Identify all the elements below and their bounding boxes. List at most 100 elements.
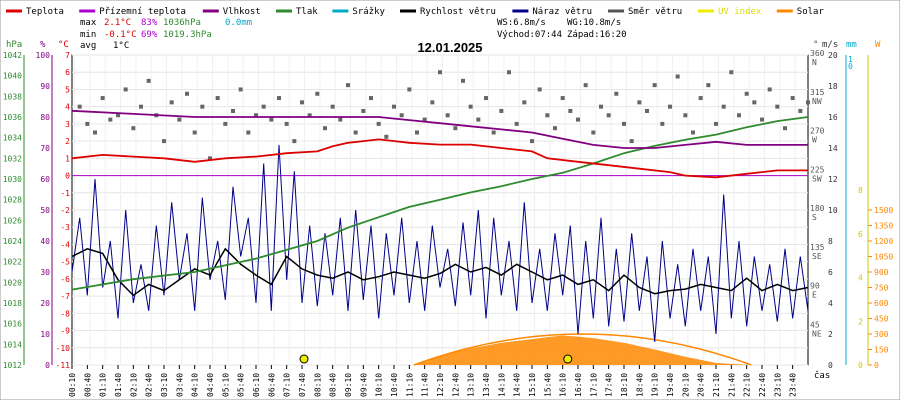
x-tick-label: 06:10 [252, 373, 261, 397]
wind-direction-point [315, 91, 320, 96]
pressure-tick-label: 1026 [3, 216, 22, 225]
wind-tick-label: 6 [828, 268, 833, 277]
uv-tick-label: 2 [858, 317, 863, 326]
direction-compass-label: E [812, 291, 817, 300]
wind-direction-point [269, 117, 274, 122]
x-tick-label: 02:40 [145, 373, 154, 397]
pressure-tick-label: 1028 [3, 196, 22, 205]
direction-compass-label: NW [812, 97, 822, 106]
x-tick-label: 23:10 [773, 373, 782, 397]
wind-direction-point [499, 108, 504, 113]
wind-direction-point [77, 104, 82, 109]
wind-direction-point [430, 100, 435, 105]
uv-tick-label: 0 [858, 361, 863, 370]
wind-direction-point [139, 104, 143, 109]
wind-direction-point [706, 83, 711, 88]
temp-tick-label: 3 [65, 120, 70, 129]
unit-deg: ° [813, 40, 818, 50]
chart-title: 12.01.2025 [417, 40, 482, 55]
wind-tick-label: 16 [828, 113, 838, 122]
stats-min-label: min [80, 30, 96, 40]
wind-direction-point [675, 74, 680, 79]
wind-info: WS:6.8m/s WG:10.8m/s Východ:07:44 Západ:… [497, 18, 627, 40]
wind-direction-point [223, 121, 228, 126]
wind-direction-point [246, 130, 251, 135]
solar-tick-label: 150 [874, 346, 889, 355]
x-tick-label: 13:40 [482, 373, 491, 397]
temp-tick-label: 1 [65, 154, 70, 163]
x-tick-label: 22:40 [758, 373, 767, 397]
stats-block: max 2.1°C 83% 1036hPa 0.0mm min -0.1°C 6… [80, 18, 252, 51]
temp-tick-label: 2 [65, 137, 70, 146]
x-tick-label: 03:10 [160, 373, 169, 397]
x-tick-label: 01:40 [114, 373, 123, 397]
rain-tick-label: 0 [848, 62, 853, 71]
stats-min-hum: 69% [141, 30, 158, 40]
wind-direction-point [146, 78, 151, 83]
direction-tick-label: 360 [810, 49, 825, 58]
wind-direction-point [652, 83, 657, 88]
x-tick-label: 04:10 [191, 373, 200, 397]
pressure-tick-label: 1020 [3, 278, 22, 287]
wind-direction-point [606, 113, 611, 118]
solar-tick-label: 0 [874, 361, 879, 370]
humidity-tick-label: 20 [40, 299, 50, 308]
solar-tick-label: 750 [874, 284, 889, 293]
wind-direction-point [752, 100, 757, 105]
wind-direction-point [744, 91, 749, 96]
grid [71, 54, 809, 366]
sunrise-text: Východ:07:44 [497, 30, 562, 40]
wind-direction-point [783, 126, 787, 131]
wind-direction-point [760, 117, 764, 122]
solar-tick-label: 450 [874, 315, 889, 324]
wind-direction-point [522, 100, 527, 105]
wind-direction-point [369, 96, 373, 101]
unit-temp: °C [58, 40, 69, 50]
solar-tick-label: 1350 [874, 222, 893, 231]
x-tick-label: 05:40 [237, 373, 246, 397]
unit-time: čas [814, 370, 830, 381]
x-tick-label: 09:10 [344, 373, 353, 397]
legend-label: Přízemní teplota [99, 7, 186, 17]
unit-hum: % [40, 40, 46, 50]
legend-label: Rychlost větru [420, 7, 496, 17]
x-tick-label: 19:10 [651, 373, 660, 397]
stats-avg-temp: 1°C [113, 41, 129, 51]
legend-label: Náraz větru [532, 7, 592, 17]
x-tick-label: 16:40 [574, 373, 583, 397]
wind-direction-point [622, 121, 626, 126]
temp-tick-label: -4 [60, 240, 70, 249]
x-tick-label: 19:40 [666, 373, 675, 397]
wind-direction-point [376, 121, 381, 126]
wind-direction-point [353, 130, 358, 135]
pressure-tick-label: 1036 [3, 113, 22, 122]
direction-compass-label: SW [812, 174, 822, 183]
pressure-tick-label: 1038 [3, 92, 22, 101]
pressure-tick-label: 1018 [3, 299, 22, 308]
wind-direction-point [93, 130, 97, 135]
wind-direction-point [277, 96, 281, 101]
wind-direction-point [284, 121, 289, 126]
sun-marker [563, 354, 573, 364]
uv-tick-label: 8 [858, 186, 863, 195]
rain-tick-label: 1 [848, 55, 853, 64]
wind-direction-point [422, 117, 427, 122]
solar-tick-label: 300 [874, 330, 889, 339]
wind-tick-label: 14 [828, 144, 838, 153]
pressure-tick-label: 1032 [3, 154, 22, 163]
x-tick-label: 05:10 [221, 373, 230, 397]
x-tick-label: 20:10 [681, 373, 690, 397]
temp-tick-label: 5 [65, 85, 70, 94]
legend-label: Směr větru [628, 7, 682, 17]
wind-direction-point [714, 121, 718, 126]
wind-direction-point [568, 108, 573, 113]
right-axes: 360N315NW270W225SW180S135SE90E45NE201816… [810, 49, 893, 370]
wind-direction-point [108, 117, 113, 122]
x-tick-label: 14:10 [497, 373, 506, 397]
x-tick-label: 17:10 [589, 373, 598, 397]
unit-mm: mm [846, 40, 857, 50]
wind-direction-point [169, 100, 174, 105]
pressure-tick-label: 1012 [3, 361, 22, 370]
temperature-line [71, 138, 808, 179]
